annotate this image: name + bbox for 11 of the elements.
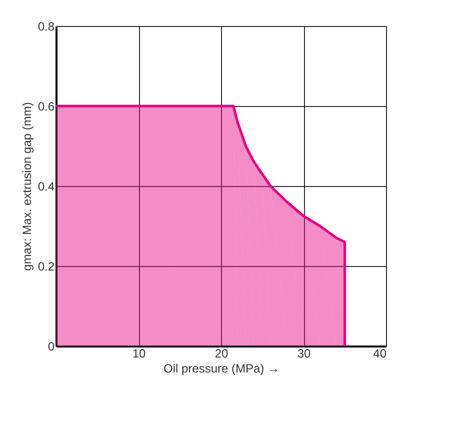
x-axis-title: Oil pressure (MPa) →	[163, 362, 280, 376]
x-tick-label: 40	[373, 346, 387, 360]
x-tick-label: 20	[214, 346, 228, 360]
y-tick-label: 0.2	[38, 260, 55, 274]
x-tick-label: 10	[132, 346, 146, 360]
x-tick-label: 30	[297, 346, 311, 360]
y-axis-title: gmax: Max. extrusion gap (mm)	[20, 102, 34, 271]
y-tick-label: 0.8	[38, 20, 55, 34]
y-tick-label: 0	[48, 340, 55, 354]
y-tick-label: 0.6	[38, 100, 55, 114]
y-tick-label: 0.4	[38, 180, 55, 194]
